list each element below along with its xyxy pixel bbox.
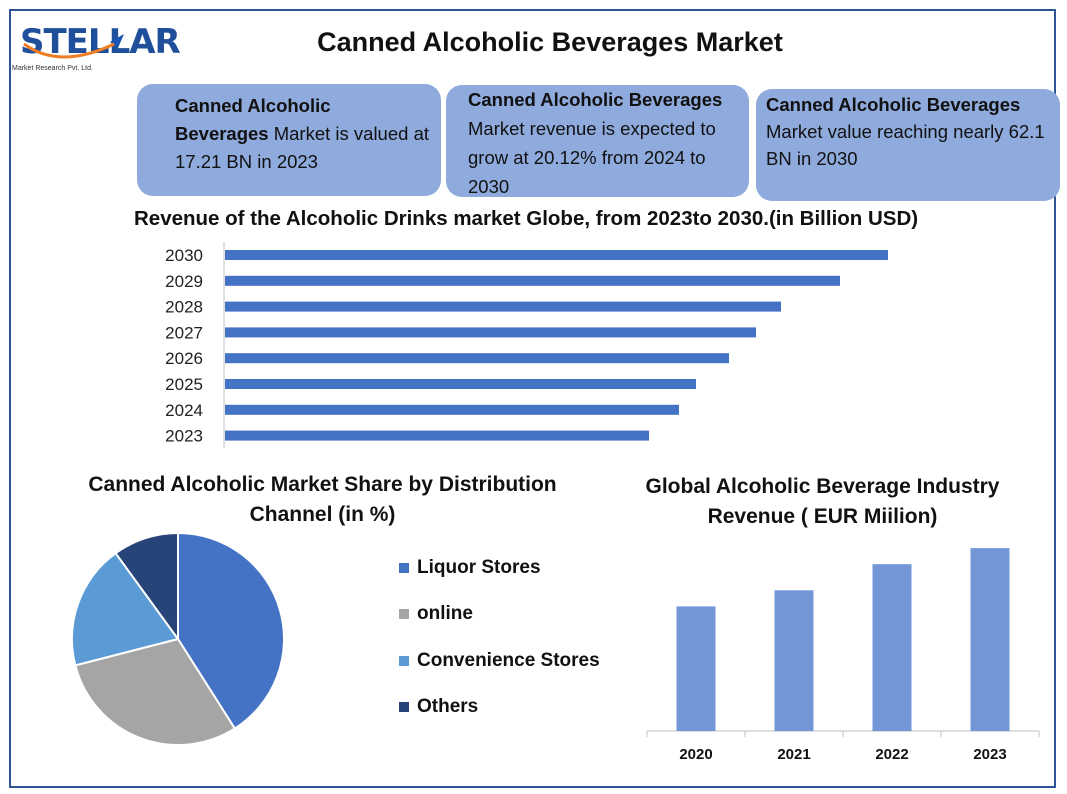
- bar-2028: [225, 301, 781, 312]
- bar-tick-label: 2029: [165, 272, 203, 291]
- column-tick-label: 2022: [875, 746, 908, 763]
- bar-tick-label: 2030: [165, 246, 203, 265]
- pie-slice-convenience-stores: [71, 551, 180, 667]
- legend-label: Others: [417, 696, 479, 717]
- bar-2029: [225, 275, 840, 286]
- column-2022: [872, 564, 912, 731]
- column-2021: [774, 590, 814, 731]
- logo-swoosh-icon: [23, 42, 115, 59]
- bar-tick-label: 2025: [165, 375, 203, 394]
- legend-label: online: [417, 603, 473, 624]
- logo-subtitle: Market Research Pvt. Ltd.: [12, 65, 93, 72]
- column-tick-label: 2023: [973, 746, 1006, 763]
- legend-item-convenience-stores: Convenience Stores: [399, 650, 600, 672]
- bar-2025: [225, 379, 696, 389]
- pie-chart-title: Canned Alcoholic Market Share by Distrib…: [88, 473, 557, 526]
- column-tick-label: 2020: [679, 746, 712, 763]
- legend-item-others: Others: [399, 696, 478, 718]
- card-bold-text: Canned Alcoholic Beverages: [468, 89, 723, 110]
- legend-swatch: [399, 656, 409, 666]
- column-tick-label: 2021: [777, 746, 810, 763]
- card-bold-text: Canned Alcoholic Beverages: [766, 94, 1021, 115]
- bar-2026: [225, 353, 729, 364]
- bar-tick-label: 2023: [165, 427, 203, 446]
- pie-slice-online: [74, 637, 237, 746]
- infographic-frame: [9, 9, 1056, 788]
- bar-tick-label: 2026: [165, 349, 203, 368]
- bar-chart-title: Revenue of the Alcoholic Drinks market G…: [134, 207, 919, 230]
- bar-tick-label: 2028: [165, 298, 203, 317]
- column-2020: [676, 606, 716, 731]
- bar-tick-label: 2027: [165, 323, 203, 342]
- summary-card-forecast: Canned Alcoholic Beverages Market value …: [756, 89, 1060, 201]
- column-chart-title: Global Alcoholic Beverage Industry Reven…: [645, 475, 1000, 528]
- legend-label: Convenience Stores: [417, 650, 600, 671]
- bar-2023: [225, 430, 649, 441]
- legend-label: Liquor Stores: [417, 557, 541, 578]
- legend-swatch: [399, 563, 409, 573]
- page-title: Canned Alcoholic Beverages Market: [317, 27, 783, 57]
- bar-tick-label: 2024: [165, 401, 203, 420]
- legend-swatch: [399, 609, 409, 619]
- pie-slice-others: [114, 531, 179, 643]
- card-body-text: Market is valued at 17.21 BN in 2023: [175, 123, 429, 172]
- summary-card-valuation: Canned Alcoholic Beverages Market is val…: [137, 84, 441, 196]
- summary-card-growth: Canned Alcoholic Beverages Market revenu…: [446, 85, 749, 197]
- bar-2027: [225, 327, 756, 338]
- legend-swatch: [399, 702, 409, 712]
- card-bold-text: Canned Alcoholic Beverages: [175, 95, 331, 144]
- column-2023: [970, 548, 1010, 731]
- card-body-text: Market value reaching nearly 62.1 BN in …: [766, 121, 1045, 169]
- legend-item-online: online: [399, 603, 473, 625]
- bar-2030: [225, 250, 888, 260]
- legend-item-liquor-stores: Liquor Stores: [399, 557, 541, 579]
- card-body-text: Market revenue is expected to grow at 20…: [468, 118, 716, 197]
- bar-2024: [225, 404, 679, 415]
